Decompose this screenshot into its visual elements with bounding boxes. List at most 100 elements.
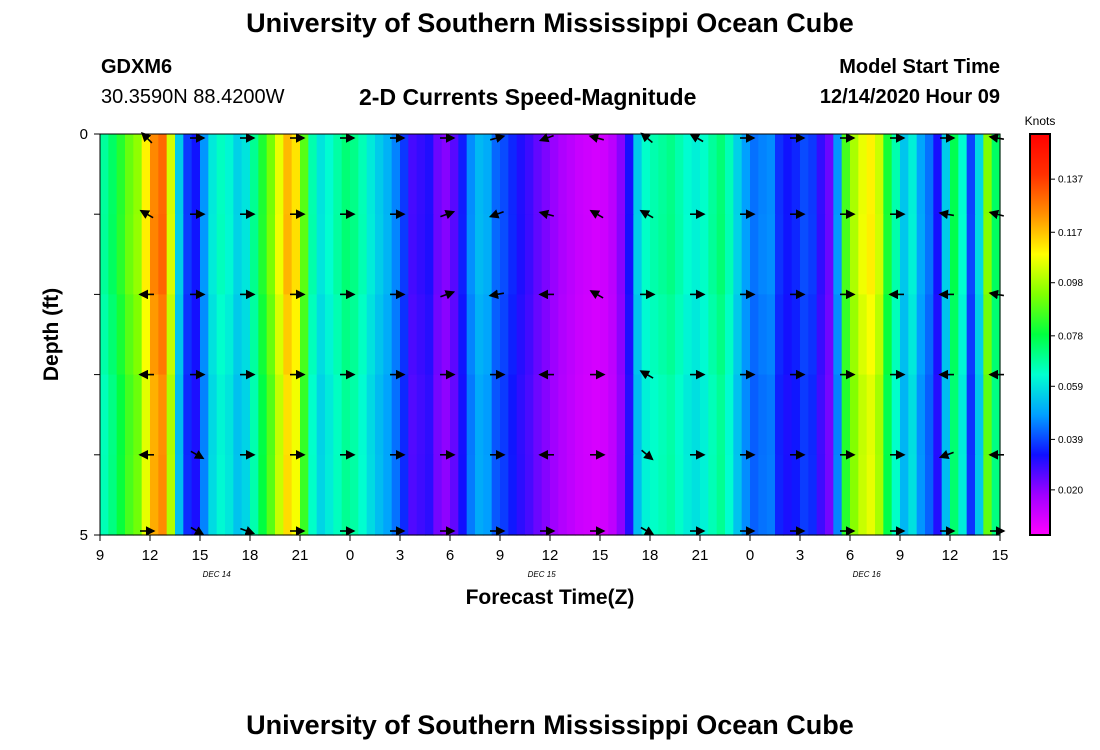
heatmap-cell xyxy=(416,134,426,215)
heatmap-cell xyxy=(933,454,943,536)
heatmap-cell xyxy=(916,294,926,376)
heatmap-cell xyxy=(116,214,126,295)
heatmap-cell xyxy=(625,454,634,536)
heatmap-cell xyxy=(475,134,484,215)
heatmap-cell xyxy=(158,214,168,295)
heatmap-cell xyxy=(416,214,426,295)
heatmap-cell xyxy=(100,214,109,295)
heatmap-cell xyxy=(300,294,309,376)
heatmap-cell xyxy=(316,454,326,536)
heatmap-cell xyxy=(425,214,434,295)
heatmap-cell xyxy=(558,454,568,536)
heatmap-cell xyxy=(550,214,559,295)
heatmap-cell xyxy=(250,454,259,536)
heatmap-cell xyxy=(975,454,984,536)
current-arrow xyxy=(538,133,554,143)
heatmap-cell xyxy=(225,294,234,376)
current-arrow xyxy=(488,209,504,219)
heatmap-cell xyxy=(241,294,251,376)
heatmap-cell xyxy=(483,454,493,536)
current-arrow xyxy=(440,290,456,300)
heatmap-cell xyxy=(900,134,909,215)
heatmap-cell xyxy=(991,454,1001,536)
current-arrow xyxy=(988,209,1005,220)
heatmap-cell xyxy=(591,454,601,536)
x-tick-label: 12 xyxy=(142,547,159,564)
current-arrow xyxy=(488,289,505,299)
heatmap-cell xyxy=(816,134,826,215)
current-arrow xyxy=(588,133,605,143)
heatmap-cell xyxy=(775,134,784,215)
heatmap-cell xyxy=(150,374,159,456)
heatmap-cell xyxy=(200,454,209,536)
heatmap-cell xyxy=(866,294,876,376)
heatmap-cell xyxy=(975,214,984,295)
heatmap-cell xyxy=(141,214,151,295)
date-label: DEC 15 xyxy=(528,570,557,579)
x-tick-label: 15 xyxy=(192,547,209,564)
heatmap-cell xyxy=(733,214,743,295)
heatmap-cell xyxy=(941,134,951,215)
heatmap-cell xyxy=(525,374,534,456)
current-arrow xyxy=(639,370,654,380)
heatmap-cell xyxy=(758,214,768,295)
heatmap-cell xyxy=(308,134,318,215)
heatmap-cell xyxy=(541,294,551,376)
heatmap-cell xyxy=(600,214,609,295)
heatmap-cell xyxy=(325,214,334,295)
heatmap-cell xyxy=(116,374,126,456)
heatmap-cell xyxy=(483,134,493,215)
heatmap-cell xyxy=(800,374,809,456)
heatmap-cell xyxy=(458,374,468,456)
heatmap-cell xyxy=(108,294,118,376)
x-axis-label: Forecast Time(Z) xyxy=(466,586,635,609)
heatmap-cell xyxy=(250,214,259,295)
heatmap-cell xyxy=(341,294,351,376)
heatmap-cell xyxy=(825,294,834,376)
heatmap-cell xyxy=(591,374,601,456)
heatmap-cell xyxy=(125,294,134,376)
current-arrow xyxy=(640,526,655,536)
heatmap-cell xyxy=(350,374,359,456)
heatmap-cell xyxy=(550,374,559,456)
heatmap-cell xyxy=(616,374,626,456)
heatmap-cell xyxy=(433,454,443,536)
heatmap-cell xyxy=(983,294,993,376)
heatmap-cell xyxy=(725,214,734,295)
heatmap-cell xyxy=(266,214,276,295)
colorbar-tick-label: 0.020 xyxy=(1058,485,1083,496)
heatmap-cell xyxy=(191,214,201,295)
heatmap-cell xyxy=(391,214,401,295)
heatmap-cell xyxy=(500,134,509,215)
heatmap-cell xyxy=(433,134,443,215)
heatmap-cell xyxy=(883,214,893,295)
heatmap-cell xyxy=(350,214,359,295)
heatmap-cell xyxy=(266,454,276,536)
heatmap-cell xyxy=(441,294,451,376)
heatmap-cell xyxy=(816,294,826,376)
heatmap-cell xyxy=(791,294,801,376)
heatmap-cell xyxy=(233,374,243,456)
heatmap-cell xyxy=(208,374,218,456)
heatmap-cell xyxy=(733,134,743,215)
heatmap-cell xyxy=(950,294,959,376)
heatmap-cell xyxy=(516,374,526,456)
heatmap-cell xyxy=(508,374,518,456)
heatmap-cell xyxy=(250,374,259,456)
current-arrows xyxy=(138,131,1006,536)
heatmap-cell xyxy=(666,134,676,215)
heatmap-cell xyxy=(391,294,401,376)
heatmap-cell xyxy=(516,454,526,536)
heatmap-cell xyxy=(708,134,718,215)
heatmap-cell xyxy=(633,134,643,215)
heatmap-cell xyxy=(850,214,859,295)
colorbar-gradient xyxy=(1029,133,1051,536)
heatmap-cell xyxy=(216,374,226,456)
heatmap-cell xyxy=(533,214,543,295)
heatmap-cell xyxy=(258,454,268,536)
heatmap-cell xyxy=(683,374,693,456)
heatmap-cell xyxy=(650,374,659,456)
colorbar-tick-label: 0.098 xyxy=(1058,278,1083,289)
heatmap-cell xyxy=(441,374,451,456)
heatmap-cell xyxy=(225,214,234,295)
